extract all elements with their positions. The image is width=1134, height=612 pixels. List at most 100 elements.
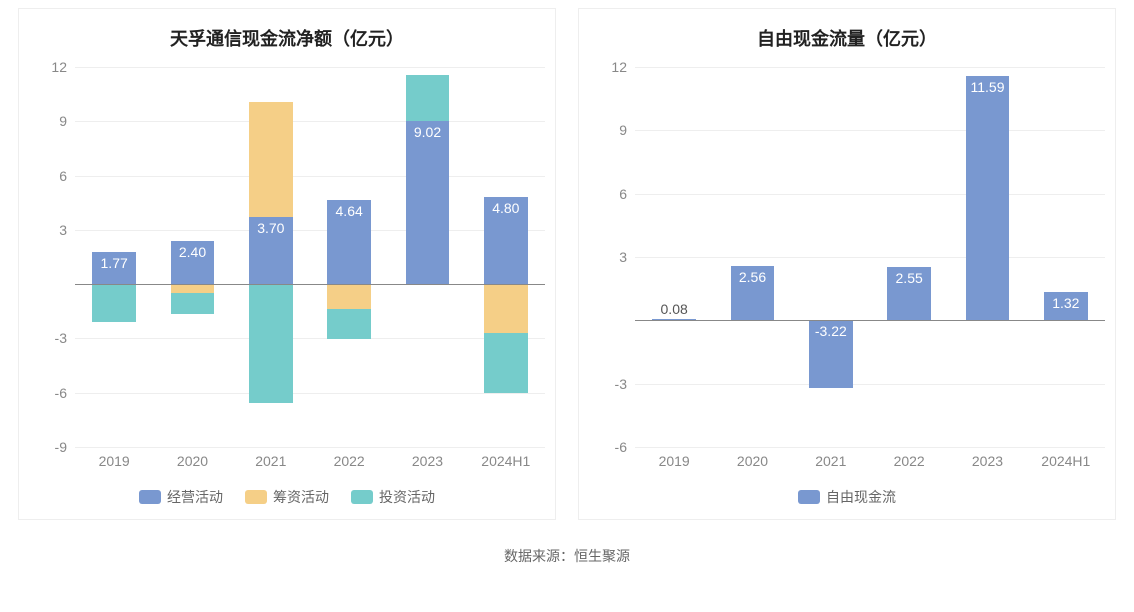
right-y-axis: -6-3036912 bbox=[589, 67, 635, 447]
bar-group: 0.08 bbox=[652, 67, 696, 446]
bar-group: 2.56 bbox=[731, 67, 775, 446]
grid-line bbox=[75, 230, 545, 231]
grid-line bbox=[75, 176, 545, 177]
bar-group: 1.77 bbox=[92, 67, 136, 446]
bar-group: 11.59 bbox=[966, 67, 1010, 446]
y-tick-label: -3 bbox=[55, 330, 67, 346]
legend-item: 筹资活动 bbox=[245, 487, 329, 507]
left-legend: 经营活动 筹资活动 投资活动 bbox=[29, 487, 545, 507]
y-tick-label: 9 bbox=[59, 113, 67, 129]
left-chart-panel: 天孚通信现金流净额（亿元） -9-6-3036912 1.772.403.704… bbox=[18, 8, 556, 520]
y-tick-label: 3 bbox=[619, 249, 627, 265]
x-tick-label: 2020 bbox=[713, 453, 791, 469]
bar-value-label: -3.22 bbox=[815, 323, 847, 339]
zero-axis-line bbox=[635, 320, 1105, 321]
right-plot-area: 0.08 2.56 -3.22 2.55 11.59 1.32 bbox=[635, 67, 1105, 447]
data-source-footer: 数据来源：恒生聚源 bbox=[0, 546, 1134, 566]
x-tick-label: 2024H1 bbox=[467, 453, 545, 469]
bar-value-label: 3.70 bbox=[257, 220, 284, 236]
legend-label: 经营活动 bbox=[167, 487, 223, 507]
bar-value-label: 4.80 bbox=[492, 200, 519, 216]
x-tick-label: 2022 bbox=[870, 453, 948, 469]
grid-line bbox=[75, 393, 545, 394]
grid-line bbox=[635, 67, 1105, 68]
grid-line bbox=[635, 384, 1105, 385]
y-tick-label: -9 bbox=[55, 439, 67, 455]
bar-value-label: 9.02 bbox=[414, 124, 441, 140]
legend-item: 自由现金流 bbox=[798, 487, 896, 507]
x-tick-label: 2022 bbox=[310, 453, 388, 469]
x-tick-label: 2019 bbox=[75, 453, 153, 469]
left-y-axis: -9-6-3036912 bbox=[29, 67, 75, 447]
bar-segment bbox=[406, 75, 450, 121]
left-x-axis: 201920202021202220232024H1 bbox=[75, 453, 545, 469]
legend-swatch bbox=[798, 490, 820, 504]
legend-swatch bbox=[351, 490, 373, 504]
y-tick-label: 12 bbox=[51, 59, 67, 75]
y-tick-label: -3 bbox=[615, 376, 627, 392]
y-tick-label: -6 bbox=[615, 439, 627, 455]
y-tick-label: 6 bbox=[59, 168, 67, 184]
legend-swatch bbox=[245, 490, 267, 504]
legend-label: 投资活动 bbox=[379, 487, 435, 507]
grid-line bbox=[635, 447, 1105, 448]
x-tick-label: 2021 bbox=[792, 453, 870, 469]
x-tick-label: 2024H1 bbox=[1027, 453, 1105, 469]
legend-item: 投资活动 bbox=[351, 487, 435, 507]
x-tick-label: 2020 bbox=[153, 453, 231, 469]
bar-segment bbox=[966, 76, 1010, 321]
x-tick-label: 2023 bbox=[948, 453, 1026, 469]
grid-line bbox=[635, 257, 1105, 258]
bar-group: -3.22 bbox=[809, 67, 853, 446]
bar-value-label: 2.56 bbox=[739, 269, 766, 285]
y-tick-label: 12 bbox=[611, 59, 627, 75]
bar-segment bbox=[406, 121, 450, 284]
left-plot-area: 1.77 2.40 3.70 4.64 9.02 4.80 bbox=[75, 67, 545, 447]
bar-group: 9.02 bbox=[406, 67, 450, 446]
bar-value-label: 11.59 bbox=[970, 79, 1004, 95]
grid-line bbox=[635, 130, 1105, 131]
bar-segment bbox=[327, 309, 371, 339]
grid-line bbox=[75, 67, 545, 68]
y-tick-label: 6 bbox=[619, 186, 627, 202]
x-tick-label: 2019 bbox=[635, 453, 713, 469]
bar-group: 1.32 bbox=[1044, 67, 1088, 446]
right-chart-panel: 自由现金流量（亿元） -6-3036912 0.082.56-3.222.551… bbox=[578, 8, 1116, 520]
right-legend: 自由现金流 bbox=[589, 487, 1105, 507]
right-chart-title: 自由现金流量（亿元） bbox=[589, 25, 1105, 51]
bar-group: 3.70 bbox=[249, 67, 293, 446]
y-tick-label: 3 bbox=[59, 222, 67, 238]
bar-segment bbox=[171, 293, 215, 314]
bar-segment bbox=[327, 284, 371, 309]
bar-segment bbox=[249, 284, 293, 403]
bar-group: 2.55 bbox=[887, 67, 931, 446]
bar-group: 4.80 bbox=[484, 67, 528, 446]
bar-value-label: 2.55 bbox=[896, 270, 923, 286]
bar-value-label: 1.77 bbox=[101, 255, 128, 271]
bar-value-label: 4.64 bbox=[336, 203, 363, 219]
bar-value-label: 0.08 bbox=[661, 301, 688, 317]
grid-line bbox=[635, 194, 1105, 195]
grid-line bbox=[75, 338, 545, 339]
bar-segment bbox=[92, 285, 136, 322]
bar-group: 4.64 bbox=[327, 67, 371, 446]
bar-segment bbox=[249, 102, 293, 217]
y-tick-label: 9 bbox=[619, 122, 627, 138]
bar-group: 2.40 bbox=[171, 67, 215, 446]
bar-segment bbox=[484, 333, 528, 393]
left-chart-title: 天孚通信现金流净额（亿元） bbox=[29, 25, 545, 51]
grid-line bbox=[75, 447, 545, 448]
bar-segment bbox=[484, 284, 528, 333]
x-tick-label: 2023 bbox=[388, 453, 466, 469]
legend-label: 自由现金流 bbox=[826, 487, 896, 507]
bar-segment bbox=[171, 284, 215, 293]
legend-item: 经营活动 bbox=[139, 487, 223, 507]
y-tick-label: -6 bbox=[55, 385, 67, 401]
bar-value-label: 2.40 bbox=[179, 244, 206, 260]
right-x-axis: 201920202021202220232024H1 bbox=[635, 453, 1105, 469]
legend-label: 筹资活动 bbox=[273, 487, 329, 507]
x-tick-label: 2021 bbox=[232, 453, 310, 469]
bar-value-label: 1.32 bbox=[1052, 295, 1079, 311]
grid-line bbox=[75, 121, 545, 122]
zero-axis-line bbox=[75, 284, 545, 285]
